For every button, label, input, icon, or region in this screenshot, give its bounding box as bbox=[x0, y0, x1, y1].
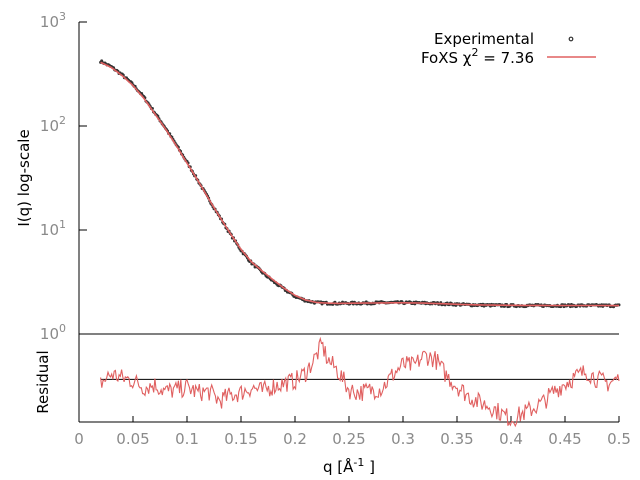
y-tick-exponent: 0 bbox=[59, 322, 66, 335]
x-tick-label: 0.2 bbox=[283, 430, 307, 448]
x-tick-label: 0.05 bbox=[116, 430, 149, 448]
x-axis-label-sup: -1 bbox=[353, 456, 364, 469]
y-tick-label: 100 bbox=[40, 322, 66, 343]
legend-experimental-marker bbox=[568, 36, 574, 42]
x-axis-label-suffix: ] bbox=[364, 458, 375, 476]
x-tick-label: 0.1 bbox=[175, 430, 199, 448]
y-tick-base: 10 bbox=[40, 221, 59, 239]
x-axis-label-prefix: q [Å bbox=[323, 457, 354, 476]
legend-fit-label-sup: 2 bbox=[471, 46, 478, 59]
x-tick-label: 0.3 bbox=[391, 430, 415, 448]
foxs-fit-line bbox=[100, 61, 619, 307]
experimental-series bbox=[99, 59, 621, 309]
y-axis-label: I(q) log-scale bbox=[15, 129, 33, 226]
y-tick-label: 103 bbox=[40, 10, 66, 31]
y-tick-exponent: 2 bbox=[59, 114, 66, 127]
residual-plot-panel: 0 0.05 0.1 0.15 0.2 0.25 0.3 0.35 0.4 0.45 0.5 Resi… bbox=[34, 336, 631, 476]
y-tick-base: 10 bbox=[40, 325, 59, 343]
y-tick-base: 10 bbox=[40, 13, 59, 31]
x-tick-label: 0 bbox=[74, 430, 84, 448]
y-tick-base: 10 bbox=[40, 117, 59, 135]
x-tick-label: 0.25 bbox=[332, 430, 365, 448]
y-tick-label: 102 bbox=[40, 114, 66, 135]
legend-experimental-label: Experimental bbox=[434, 30, 534, 48]
legend-fit-label-prefix: FoXS χ bbox=[421, 49, 472, 67]
x-tick-label: 0.5 bbox=[607, 430, 631, 448]
x-tick-label: 0.15 bbox=[224, 430, 257, 448]
legend-fit-label-suffix: = 7.36 bbox=[478, 49, 534, 67]
residual-axis-label: Residual bbox=[34, 350, 52, 413]
x-tick-label: 0.45 bbox=[548, 430, 581, 448]
residual-line bbox=[100, 336, 620, 428]
y-tick-label: 101 bbox=[40, 218, 66, 239]
y-tick-exponent: 1 bbox=[59, 218, 66, 231]
x-tick-label: 0.35 bbox=[440, 430, 473, 448]
x-tick-label: 0.4 bbox=[499, 430, 523, 448]
y-tick-exponent: 3 bbox=[59, 10, 66, 23]
legend-fit-label: FoXS χ2 = 7.36 bbox=[421, 46, 534, 67]
x-axis-label: q [Å-1 ] bbox=[323, 456, 375, 476]
